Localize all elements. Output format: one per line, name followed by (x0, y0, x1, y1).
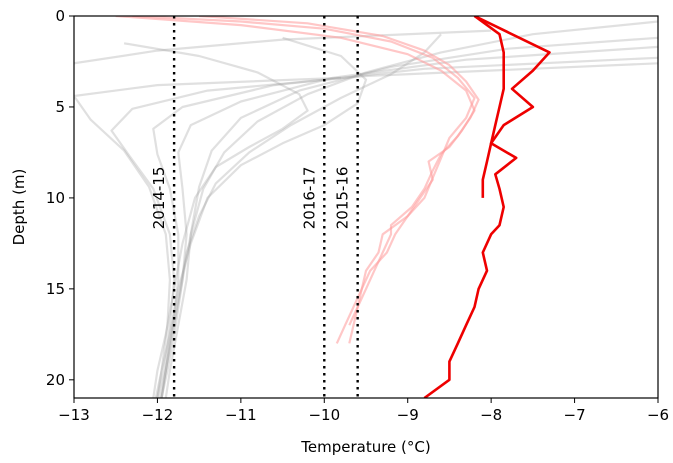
vertical-line-label-2015-16: 2015-16 (334, 167, 352, 230)
red-profiles (423, 16, 551, 398)
gray-profile-line-5 (164, 36, 658, 398)
x-tick-label: −6 (647, 406, 669, 424)
x-tick-label: −7 (564, 406, 586, 424)
x-tick-label: −10 (308, 406, 340, 424)
x-tick-label: −13 (58, 406, 90, 424)
light-red-profile-line-3 (199, 16, 480, 344)
y-tick-label: 0 (55, 7, 65, 25)
gray-profile-line-10 (74, 29, 492, 65)
gray-profile-line-9 (74, 76, 342, 398)
x-tick-label: −8 (480, 406, 502, 424)
y-tick-label: 5 (55, 98, 65, 116)
vertical-line-label-2014-15: 2014-15 (150, 167, 168, 230)
gray-profile-line-6 (160, 45, 658, 398)
gray-profile-line-8 (110, 62, 658, 398)
plot-frame (73, 15, 659, 399)
light-red-profiles (115, 16, 480, 344)
gray-profiles (74, 20, 658, 398)
y-axis-title: Depth (m) (10, 169, 28, 246)
red-profile-line-1 (423, 16, 551, 398)
gray-profile-line-3 (160, 33, 442, 398)
gray-profile-line-7 (152, 56, 658, 398)
x-tick-label: −11 (225, 406, 257, 424)
x-tick-label: −9 (397, 406, 419, 424)
light-red-profile-line-2 (115, 16, 476, 326)
x-axis-title: Temperature (°C) (300, 438, 430, 456)
gray-profile-line-1 (123, 42, 309, 398)
y-tick-label: 10 (46, 189, 65, 207)
y-tick-label: 20 (46, 371, 65, 389)
vertical-line-label-2016-17: 2016-17 (300, 167, 318, 230)
vertical-reference-lines: 2014-15 2016-17 2015-16 (150, 16, 359, 398)
red-profile-line-2 (473, 16, 505, 198)
gray-profile-line-2 (156, 36, 368, 398)
x-tick-label: −12 (142, 406, 174, 424)
y-tick-label: 15 (46, 280, 65, 298)
y-axis-ticks: 0 5 10 15 20 (46, 7, 74, 389)
x-axis-ticks: −13 −12 −11 −10 −9 −8 −7 −6 (58, 398, 669, 424)
